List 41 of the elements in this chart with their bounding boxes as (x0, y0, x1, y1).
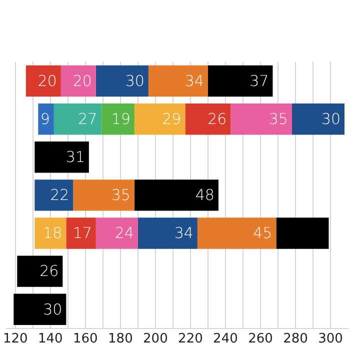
bar (134, 103, 186, 135)
data-label: 30 (321, 110, 340, 128)
data-label: 20 (38, 72, 57, 90)
data-label: 22 (50, 186, 70, 204)
data-label: 45 (253, 224, 272, 242)
data-label: 34 (184, 72, 204, 90)
bar (54, 103, 102, 135)
bar (34, 142, 89, 173)
data-label: 35 (268, 110, 288, 128)
x-tick-label: 260 (248, 332, 273, 347)
x-tick-label: 300 (318, 332, 343, 347)
data-label: 34 (174, 224, 194, 242)
data-label: 9 (40, 110, 50, 128)
data-label: 29 (162, 110, 182, 128)
data-label: 48 (195, 186, 214, 204)
x-tick-label: 280 (283, 332, 308, 347)
data-label: 24 (114, 224, 134, 242)
data-label: 30 (43, 300, 62, 318)
data-label: 35 (111, 186, 130, 204)
data-label: 31 (66, 148, 85, 166)
data-label: 26 (208, 110, 227, 128)
data-label: 26 (40, 262, 59, 280)
bar (101, 103, 134, 135)
x-tick-label: 140 (38, 332, 63, 347)
data-label: 37 (250, 72, 269, 90)
data-label: 17 (72, 224, 92, 242)
x-tick-label: 180 (108, 332, 133, 347)
data-label: 20 (72, 72, 92, 90)
data-label: 18 (43, 224, 62, 242)
bar (14, 294, 66, 325)
bar (292, 103, 344, 135)
data-label: 27 (78, 110, 98, 128)
x-tick-label: 120 (2, 332, 28, 347)
bar (38, 103, 54, 135)
data-label: 19 (111, 110, 130, 128)
x-tick-label: 200 (143, 332, 168, 347)
bar (17, 256, 63, 287)
x-tick-label: 160 (73, 332, 98, 347)
x-tick-label: 240 (213, 332, 238, 347)
x-tick-label: 220 (178, 332, 203, 347)
data-label: 30 (125, 72, 144, 90)
